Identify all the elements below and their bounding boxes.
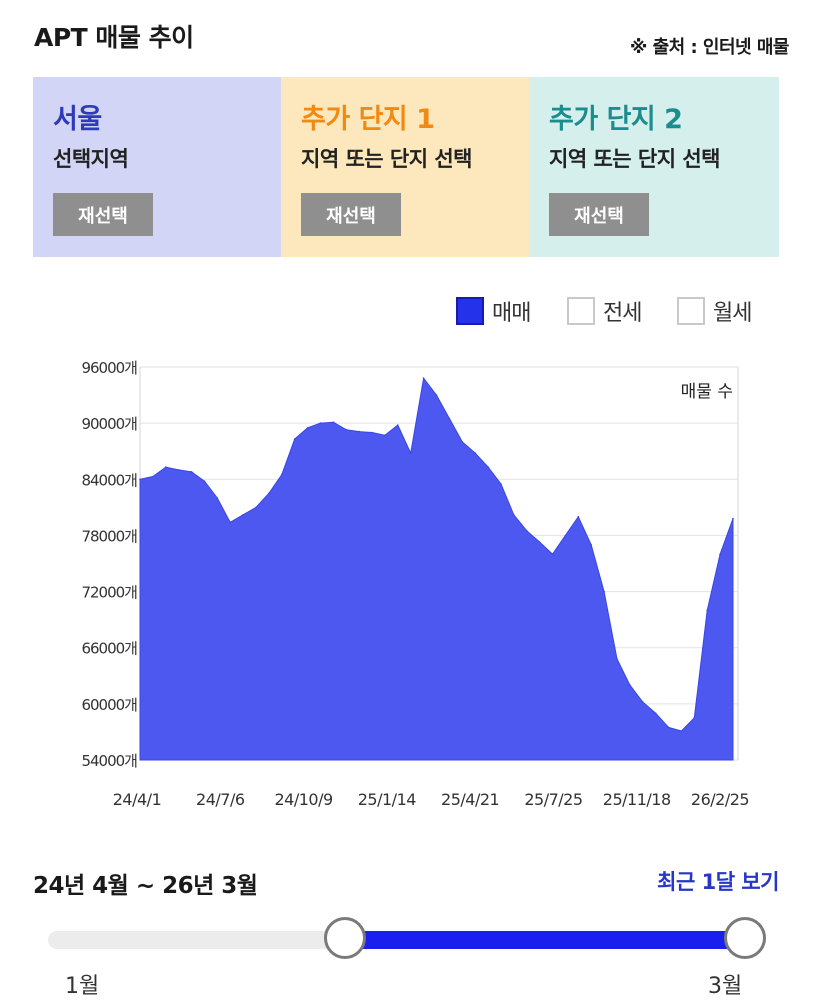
data-point — [525, 529, 528, 532]
data-point — [461, 441, 464, 443]
y-tick-label: 78000개 — [81, 527, 137, 545]
panel-title: 추가 단지 1 — [301, 104, 435, 135]
data-point — [190, 471, 193, 473]
recent-month-link[interactable]: 최근 1달 보기 — [657, 870, 779, 894]
range-end-label: 3월 — [708, 974, 743, 999]
data-point — [680, 730, 683, 732]
listing-trend-chart: 96000개 90000개 84000개 78000개 72000개 66000개 6000… — [81, 359, 749, 809]
data-point — [281, 473, 283, 476]
data-point — [474, 452, 477, 454]
data-point — [177, 469, 180, 471]
x-tick-label: 24/4/1 — [113, 790, 162, 809]
y-tick-label: 60000개 — [81, 696, 137, 714]
data-point — [693, 717, 696, 719]
data-point — [538, 541, 541, 543]
checkbox-icon[interactable] — [456, 297, 484, 325]
page-title: APT 매물 추이 — [34, 23, 194, 52]
data-point — [255, 506, 257, 509]
legend-item-wolse[interactable]: 월세 — [677, 293, 752, 329]
y-tick-label: 72000개 — [81, 584, 137, 602]
data-point — [229, 521, 231, 524]
data-point — [667, 726, 670, 729]
x-tick-label: 25/7/25 — [524, 790, 582, 809]
data-point — [409, 452, 412, 454]
data-point — [345, 428, 348, 431]
data-point — [268, 492, 270, 495]
region-panel-extra-1: 추가 단지 1 지역 또는 단지 선택 재선택 — [281, 77, 529, 257]
data-point — [564, 534, 567, 537]
range-end-handle[interactable] — [724, 917, 766, 959]
series-area — [139, 376, 734, 761]
data-point — [242, 514, 244, 516]
region-panel-seoul: 서울 선택지역 재선택 — [33, 77, 281, 257]
y-tick-label: 66000개 — [81, 640, 137, 658]
data-point — [719, 553, 721, 555]
data-point — [500, 483, 502, 485]
x-tick-label: 26/2/25 — [691, 790, 749, 809]
panel-title: 서울 — [53, 104, 102, 135]
checkbox-icon[interactable] — [567, 297, 595, 325]
legend-label: 월세 — [713, 301, 752, 326]
range-start-label: 1월 — [65, 974, 100, 999]
checkbox-icon[interactable] — [677, 297, 705, 325]
data-point — [358, 430, 361, 433]
data-point — [422, 377, 425, 379]
y-tick-label: 54000개 — [81, 752, 137, 770]
panel-subtitle: 지역 또는 단지 선택 — [549, 147, 721, 171]
data-point — [642, 701, 644, 703]
data-point — [152, 475, 154, 478]
data-point — [371, 431, 373, 434]
reselect-button[interactable]: 재선택 — [301, 193, 401, 236]
data-point — [165, 466, 167, 468]
data-point — [629, 684, 631, 686]
y-tick-label: 90000개 — [81, 415, 137, 433]
data-point — [551, 553, 554, 555]
range-slider-selection — [345, 931, 745, 949]
legend-item-sale[interactable]: 매매 — [456, 293, 531, 329]
x-tick-label: 25/11/18 — [603, 790, 671, 809]
data-point — [590, 544, 592, 546]
x-tick-label: 24/10/9 — [274, 790, 333, 809]
x-tick-label: 25/4/21 — [441, 790, 499, 809]
data-point — [306, 427, 309, 429]
range-start-handle[interactable] — [324, 917, 366, 959]
data-point — [397, 424, 399, 426]
panel-title: 추가 단지 2 — [549, 104, 683, 135]
data-point — [319, 422, 322, 424]
data-point — [332, 421, 335, 423]
legend-label: 매매 — [492, 301, 531, 326]
data-point — [654, 712, 657, 714]
reselect-button[interactable]: 재선택 — [549, 193, 649, 236]
region-panel-extra-2: 추가 단지 2 지역 또는 단지 선택 재선택 — [529, 77, 779, 257]
data-point — [706, 609, 708, 612]
legend-item-jeonse[interactable]: 전세 — [567, 293, 642, 329]
data-point — [577, 515, 580, 518]
reselect-button[interactable]: 재선택 — [53, 193, 153, 236]
data-point — [513, 514, 515, 516]
series-label: 매물 수 — [681, 382, 733, 402]
data-point — [384, 434, 386, 437]
x-tick-label: 24/7/6 — [196, 790, 245, 809]
x-tick-label: 25/1/14 — [358, 790, 417, 809]
data-point — [487, 466, 489, 468]
source-note: ※ 출처 : 인터넷 매물 — [629, 37, 790, 58]
data-point — [293, 438, 296, 440]
data-point — [616, 658, 618, 660]
data-point — [448, 417, 451, 420]
data-point — [139, 478, 141, 481]
y-tick-label: 84000개 — [81, 471, 137, 489]
data-point — [732, 517, 734, 520]
data-point — [216, 497, 219, 499]
y-tick-label: 96000개 — [81, 359, 137, 377]
panel-subtitle: 지역 또는 단지 선택 — [301, 147, 473, 171]
data-point — [603, 590, 605, 593]
data-point — [435, 394, 438, 396]
legend-label: 전세 — [603, 301, 642, 326]
data-point — [203, 480, 206, 482]
panel-subtitle: 선택지역 — [53, 147, 129, 171]
period-label: 24년 4월 ~ 26년 3월 — [33, 873, 258, 899]
